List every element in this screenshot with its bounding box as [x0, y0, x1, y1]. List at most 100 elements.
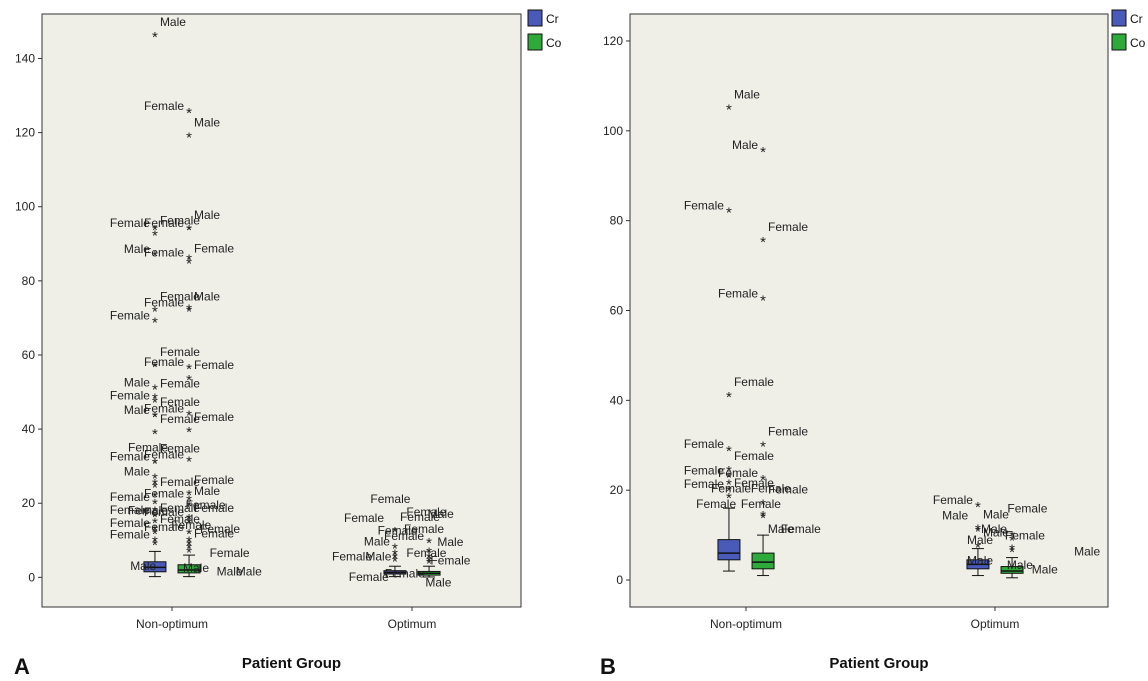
y-tick-label: 140 [15, 51, 35, 65]
plot-area [629, 13, 1109, 608]
outlier-label: Female [110, 490, 150, 504]
outlier-point: *Female [144, 487, 192, 510]
outlier-marker: * [726, 101, 732, 118]
y-tick-label: 120 [603, 34, 623, 48]
outlier-marker: * [186, 541, 192, 558]
outlier-label: Female [194, 473, 234, 487]
case-label: Female [430, 553, 470, 567]
y-tick-label: 40 [22, 422, 36, 436]
outlier-marker: * [975, 524, 981, 541]
outlier-point: *Female [152, 501, 200, 532]
outlier-marker: * [152, 29, 158, 46]
outlier-point: * [392, 554, 398, 571]
outlier-marker: * [186, 424, 192, 441]
outlier-point: *Female [110, 503, 158, 526]
outlier-label: Female [110, 516, 150, 530]
outlier-label: Female [684, 477, 724, 491]
outlier-point: *Female [718, 466, 766, 489]
outlier-marker: * [186, 105, 192, 122]
box-cr-non-optimum [717, 507, 741, 572]
outlier-marker: * [186, 526, 192, 543]
outlier-marker: * [152, 426, 158, 443]
outlier-point: * [186, 544, 192, 561]
outlier-marker: * [726, 389, 732, 406]
outlier-point: *Female [152, 475, 200, 506]
outlier-label: Female [160, 290, 200, 304]
outlier-marker: * [186, 361, 192, 378]
case-label: Male [217, 564, 243, 578]
case-label: Female [349, 570, 389, 584]
outlier-point: *Female [110, 516, 158, 539]
x-tick-label: Optimum [971, 617, 1020, 631]
outlier-label: Female [160, 475, 200, 489]
outlier-label: Female [144, 520, 184, 534]
outlier-point: *Male [124, 464, 158, 487]
outlier-label: Female [194, 241, 234, 255]
outlier-marker: * [392, 524, 398, 541]
legend-label-co: Co [1130, 36, 1146, 50]
outlier-point: * [975, 524, 981, 541]
outlier-label: Female [160, 441, 200, 455]
box-co-optimum [417, 565, 441, 578]
outlier-marker: * [186, 255, 192, 272]
case-label: Female [186, 498, 226, 512]
outlier-marker: * [426, 550, 432, 567]
legend-label-cr: Cr [1130, 12, 1143, 26]
outlier-point: *Female [760, 220, 808, 251]
outlier-point: *Female [144, 99, 192, 122]
outlier-label: Female [734, 375, 774, 389]
y-tick-label: 40 [610, 393, 624, 407]
outlier-point: *Female [760, 424, 808, 455]
outlier-marker: * [152, 391, 158, 408]
outlier-marker: * [186, 533, 192, 550]
outlier-marker: * [426, 544, 432, 561]
outlier-point: *Female [152, 290, 200, 321]
outlier-label: Male [983, 525, 1009, 539]
outlier-point: *Male [186, 484, 220, 515]
outlier-point: * [152, 537, 158, 554]
case-label: Female [781, 522, 821, 536]
outlier-point: *Female [152, 395, 200, 426]
outlier-point: *Female [760, 483, 808, 514]
outlier-marker: * [152, 476, 158, 493]
outlier-point: *Female [110, 216, 158, 239]
outlier-marker: * [186, 129, 192, 146]
outlier-point: *Female [933, 493, 981, 516]
outlier-marker: * [152, 515, 158, 532]
outlier-point: *Female [144, 505, 192, 528]
outlier-marker: * [186, 537, 192, 554]
y-tick-label: 120 [15, 126, 35, 140]
outlier-marker: * [186, 487, 192, 504]
case-label: Female [751, 481, 791, 495]
case-label: Male [425, 576, 451, 590]
outlier-label: Female [110, 527, 150, 541]
outlier-label: Male [194, 208, 220, 222]
outlier-label: Female [110, 216, 150, 230]
outlier-point: *Female [684, 199, 732, 222]
outlier-point: *Female [726, 476, 774, 507]
legend-swatch-cr [1111, 9, 1127, 27]
outlier-marker: * [760, 510, 766, 527]
outlier-point: *Male [124, 403, 158, 426]
case-label: Male [1032, 562, 1058, 576]
case-label: Male [1074, 544, 1100, 558]
outlier-marker: * [152, 381, 158, 398]
outlier-marker: * [186, 302, 192, 319]
outlier-point: * [392, 546, 398, 563]
outlier-point: *Male [732, 138, 766, 161]
outlier-label: Female [684, 199, 724, 213]
outlier-point: *Female [726, 449, 774, 480]
case-label: Male [942, 508, 968, 522]
y-tick-label: 20 [610, 483, 624, 497]
outlier-label: Male [124, 375, 150, 389]
outlier-point: * [426, 554, 432, 571]
outlier-marker: * [186, 544, 192, 561]
outlier-marker: * [726, 205, 732, 222]
x-tick-label: Non-optimum [710, 617, 782, 631]
outlier-point: * [152, 476, 158, 493]
outlier-marker: * [392, 554, 398, 571]
outlier-label: Female [110, 309, 150, 323]
y-tick-label: 100 [603, 124, 623, 138]
case-label: Female [332, 550, 372, 564]
outlier-point: *Female [110, 527, 158, 550]
